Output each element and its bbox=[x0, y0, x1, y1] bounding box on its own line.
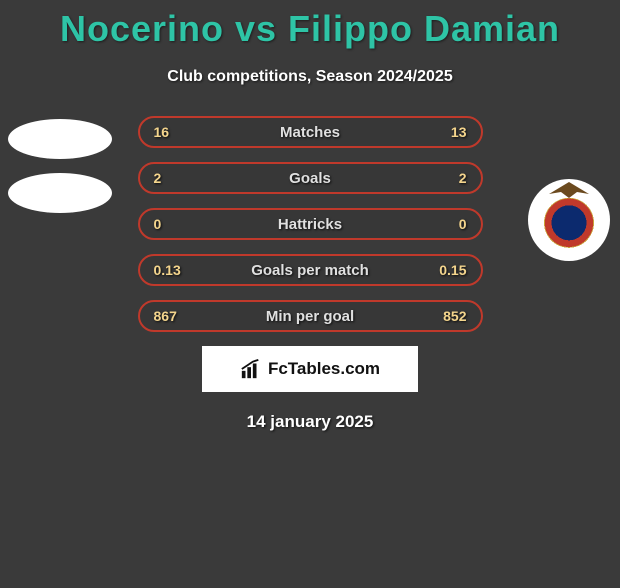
stat-left-value: 0.13 bbox=[154, 262, 196, 278]
stat-label: Min per goal bbox=[196, 308, 425, 325]
stat-row: 16 Matches 13 bbox=[138, 116, 483, 148]
stat-label: Goals bbox=[196, 170, 425, 187]
stat-right-value: 852 bbox=[425, 308, 467, 324]
stat-left-value: 2 bbox=[154, 170, 196, 186]
logo-text: FcTables.com bbox=[268, 359, 380, 379]
stat-left-value: 867 bbox=[154, 308, 196, 324]
stat-left-value: 16 bbox=[154, 124, 196, 140]
stats-table: 16 Matches 13 2 Goals 2 0 Hattricks 0 0.… bbox=[138, 116, 483, 332]
fctables-logo[interactable]: FcTables.com bbox=[202, 346, 418, 392]
player1-avatar-placeholder bbox=[8, 119, 112, 159]
page-subtitle: Club competitions, Season 2024/2025 bbox=[0, 68, 620, 86]
stat-label: Goals per match bbox=[196, 262, 425, 279]
stat-right-value: 0.15 bbox=[425, 262, 467, 278]
casertana-crest-icon bbox=[541, 192, 597, 248]
stat-row: 0 Hattricks 0 bbox=[138, 208, 483, 240]
stat-row: 0.13 Goals per match 0.15 bbox=[138, 254, 483, 286]
generated-date: 14 january 2025 bbox=[0, 412, 620, 432]
eagle-icon bbox=[543, 180, 595, 200]
page-title: Nocerino vs Filippo Damian bbox=[0, 8, 620, 50]
comparison-content: 16 Matches 13 2 Goals 2 0 Hattricks 0 0.… bbox=[0, 116, 620, 432]
stat-left-value: 0 bbox=[154, 216, 196, 232]
player1-avatar-placeholder-2 bbox=[8, 173, 112, 213]
stat-row: 867 Min per goal 852 bbox=[138, 300, 483, 332]
stat-row: 2 Goals 2 bbox=[138, 162, 483, 194]
stat-right-value: 2 bbox=[425, 170, 467, 186]
stat-label: Hattricks bbox=[196, 216, 425, 233]
stat-right-value: 13 bbox=[425, 124, 467, 140]
stat-label: Matches bbox=[196, 124, 425, 141]
player2-club-badge bbox=[528, 179, 610, 261]
stat-right-value: 0 bbox=[425, 216, 467, 232]
bar-chart-icon bbox=[240, 358, 262, 380]
